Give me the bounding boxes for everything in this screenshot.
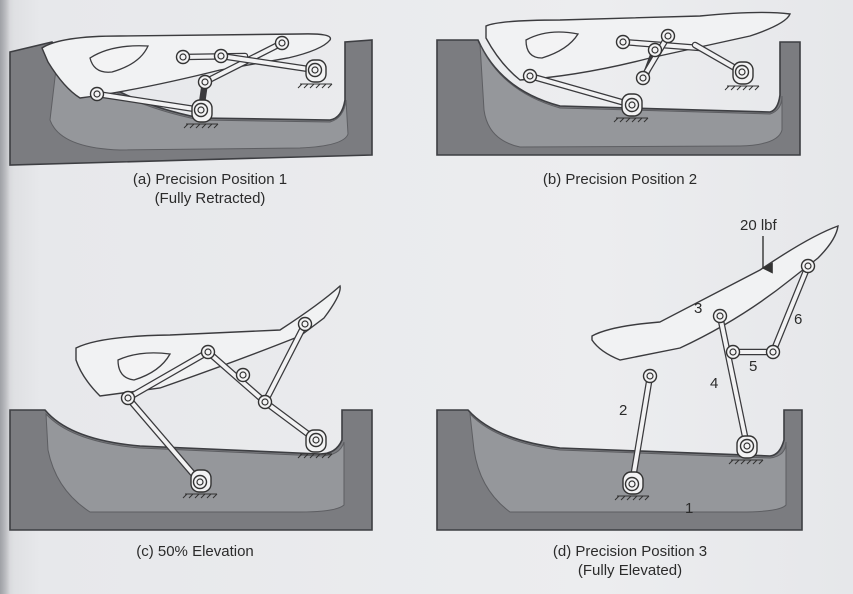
caption-panel-b: (b) Precision Position 2 bbox=[510, 170, 730, 189]
link-label-5: 5 bbox=[749, 358, 758, 375]
caption-d-line1: (d) Precision Position 3 bbox=[552, 543, 708, 560]
seat-opening-c bbox=[117, 352, 172, 381]
seat-opening-b bbox=[525, 31, 580, 59]
seat-cushion-c bbox=[75, 284, 341, 397]
caption-a-line2: (Fully Retracted) bbox=[154, 190, 266, 207]
force-label: 20 lbf bbox=[740, 217, 777, 234]
tub-inner-b bbox=[479, 43, 783, 148]
link-label-4: 4 bbox=[710, 375, 719, 392]
caption-b-line1: (b) Precision Position 2 bbox=[542, 171, 698, 188]
seat-cushion-d bbox=[591, 224, 839, 361]
seat-opening-a bbox=[89, 45, 149, 73]
caption-a-line1: (a) Precision Position 1 bbox=[132, 171, 288, 188]
caption-c-line1: (c) 50% Elevation bbox=[136, 543, 254, 560]
panel-b-precision-position-2 bbox=[436, 11, 801, 156]
caption-panel-c: (c) 50% Elevation bbox=[95, 542, 295, 561]
link-label-6: 6 bbox=[794, 311, 803, 328]
panel-d-fully-elevated bbox=[436, 224, 839, 531]
panel-c-50-percent-elevation bbox=[9, 284, 373, 531]
link-label-3: 3 bbox=[694, 300, 703, 317]
link-label-2: 2 bbox=[619, 402, 628, 419]
caption-d-line2: (Fully Elevated) bbox=[577, 562, 683, 579]
caption-panel-d: (d) Precision Position 3 (Fully Elevated… bbox=[505, 542, 755, 580]
link-label-1: 1 bbox=[685, 500, 694, 517]
tub-inner-c bbox=[45, 412, 345, 513]
tub-inner-d bbox=[469, 412, 787, 513]
caption-panel-a: (a) Precision Position 1 (Fully Retracte… bbox=[90, 170, 330, 208]
panel-a-fully-retracted bbox=[9, 33, 373, 166]
